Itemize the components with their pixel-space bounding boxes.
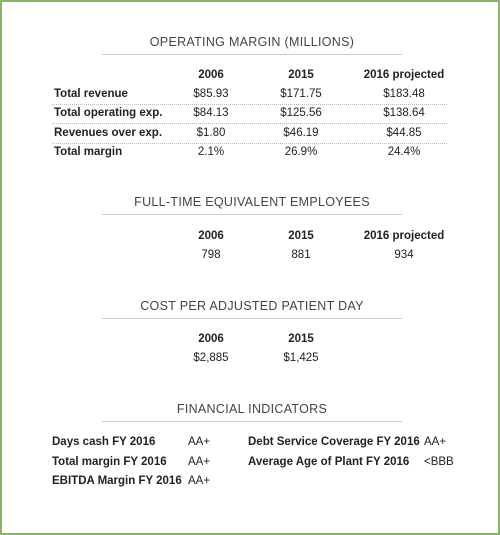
section-title: FINANCIAL INDICATORS: [176, 402, 328, 416]
cell: $2,885: [193, 352, 229, 364]
section-title: FULL-TIME EQUIVALENT EMPLOYEES: [134, 195, 370, 209]
column-header: 2015: [288, 230, 314, 242]
cell: $85.93: [193, 88, 229, 100]
indicator-value: <BBB: [424, 455, 454, 468]
indicator-value: AA+: [424, 436, 447, 448]
cell: $183.48: [383, 88, 425, 100]
cell: 2.1%: [197, 145, 225, 158]
cell: $171.75: [280, 88, 322, 100]
indicator-label: Average Age of Plant FY 2016: [248, 455, 410, 468]
cell: 798: [201, 249, 221, 261]
indicator-label: Debt Service Coverage FY 2016: [248, 436, 420, 448]
title-rule: [102, 421, 402, 422]
row-label: Total operating exp.: [54, 107, 163, 120]
indicator-value: AA+: [188, 475, 211, 487]
row-label: Total revenue: [54, 88, 128, 100]
indicator-value: AA+: [188, 436, 211, 448]
column-header: 2016 projected: [363, 69, 445, 81]
row-label: Revenues over exp.: [54, 126, 163, 139]
section-title: COST PER ADJUSTED PATIENT DAY: [140, 299, 364, 313]
cell: $125.56: [280, 107, 322, 120]
column-header: 2016 projected: [363, 230, 445, 242]
cell: 26.9%: [284, 145, 318, 158]
section-title: OPERATING MARGIN (MILLIONS): [149, 35, 355, 49]
cell: 934: [394, 249, 414, 261]
title-rule: [102, 318, 402, 319]
indicator-label: EBITDA Margin FY 2016: [52, 475, 182, 487]
column-header: 2006: [198, 69, 224, 81]
column-header: 2006: [198, 230, 224, 242]
column-header: 2015: [288, 333, 314, 345]
cell: $138.64: [383, 107, 425, 120]
row-separator: [52, 104, 447, 105]
row-separator: [52, 123, 447, 125]
indicator-label: Days cash FY 2016: [52, 436, 156, 448]
column-header: 2015: [288, 69, 314, 81]
column-header: 2006: [198, 333, 224, 345]
cell: $1,425: [283, 352, 319, 364]
cell: $84.13: [193, 107, 229, 120]
cell: $46.19: [283, 126, 319, 139]
title-rule: [102, 214, 402, 215]
cell: $1.80: [196, 126, 226, 139]
row-label: Total margin: [54, 145, 123, 158]
indicator-label: Total margin FY 2016: [52, 455, 167, 468]
row-separator: [52, 142, 447, 144]
title-rule: [102, 54, 402, 55]
cell: 881: [291, 249, 311, 261]
cell: $44.85: [386, 126, 422, 139]
indicator-value: AA+: [188, 455, 211, 468]
cell: 24.4%: [387, 145, 421, 158]
